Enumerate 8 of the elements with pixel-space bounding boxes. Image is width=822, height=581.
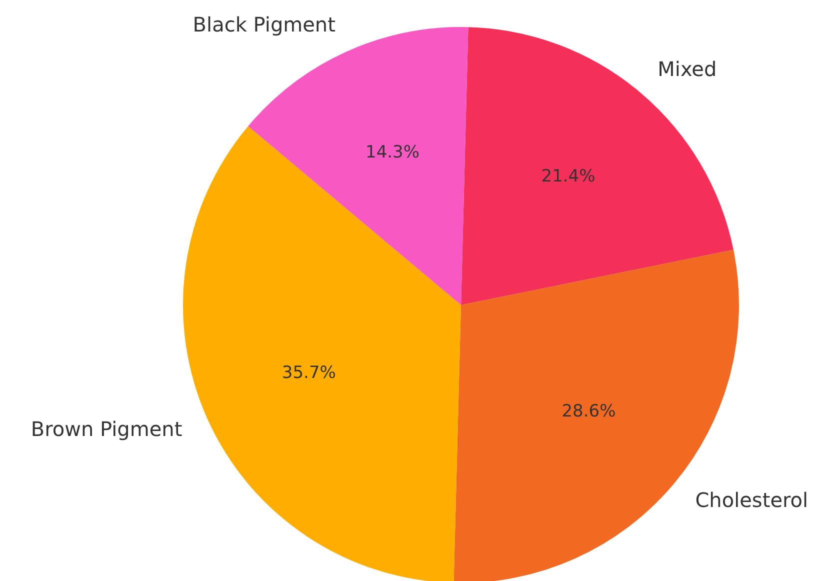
data-label: 21.4%	[541, 166, 596, 187]
data-label: 14.3%	[366, 142, 420, 162]
data-label: 35.7%	[282, 362, 336, 383]
slice-label: Mixed	[658, 57, 717, 82]
data-label: 28.6%	[562, 402, 616, 422]
slice-label: Cholesterol	[695, 488, 808, 512]
slice-label: Black Pigment	[192, 12, 336, 36]
slice-label: Brown Pigment	[30, 416, 182, 441]
